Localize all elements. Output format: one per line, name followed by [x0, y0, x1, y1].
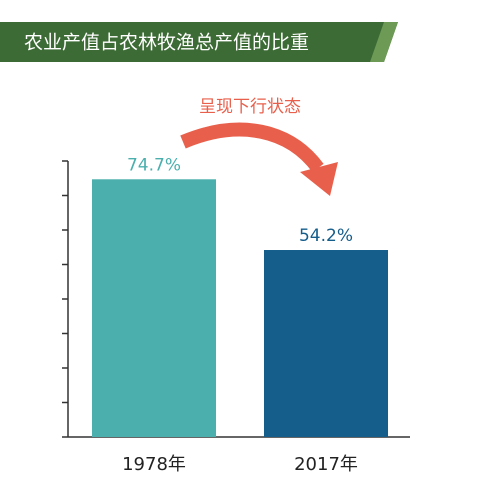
title-banner-accent — [370, 22, 398, 62]
bar — [92, 179, 216, 437]
value-label: 54.2% — [299, 226, 353, 246]
x-tick-label: 1978年 — [122, 454, 186, 475]
chart-title: 农业产值占农林牧渔总产值的比重 — [24, 32, 309, 54]
title-banner — [0, 22, 398, 62]
trend-arrow-head — [300, 162, 338, 196]
bar — [264, 250, 388, 437]
x-tick-label: 2017年 — [294, 454, 358, 475]
value-label: 74.7% — [127, 155, 181, 175]
trend-arrow — [180, 122, 324, 173]
annotation: 呈现下行状态 — [199, 97, 301, 117]
